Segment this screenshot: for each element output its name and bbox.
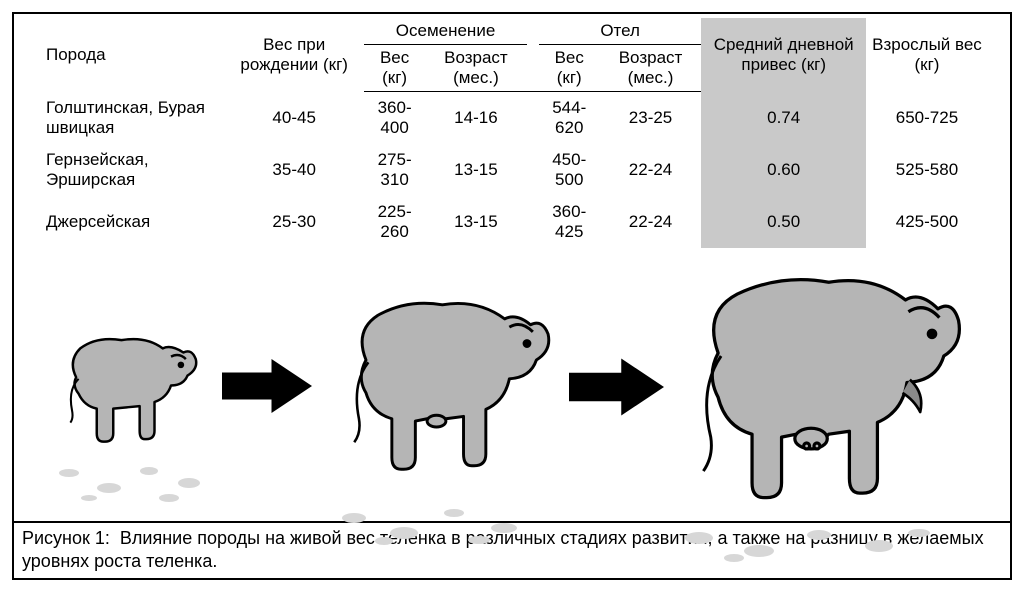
- cell-adult-weight: 525-580: [866, 144, 988, 196]
- cell-calving-weight: 544-620: [539, 92, 600, 145]
- col-insem-age: Возраст (мес.): [425, 45, 527, 92]
- cell-birth-weight: 25-30: [224, 196, 364, 248]
- cell-insem-age: 13-15: [425, 144, 527, 196]
- col-group-insemination: Осеменение: [364, 18, 527, 45]
- table-row: Гернзейская, Эрширская 35-40 275-310 13-…: [36, 144, 988, 196]
- cell-insem-age: 14-16: [425, 92, 527, 145]
- data-table-container: Порода Вес при рождении (кг) Осеменение …: [14, 14, 1010, 248]
- col-adult-weight: Взрослый вес (кг): [866, 18, 988, 92]
- cell-insem-weight: 225-260: [364, 196, 425, 248]
- calf-icon: [34, 303, 209, 468]
- col-avg-daily-gain: Средний дневной привес (кг): [701, 18, 865, 92]
- cell-insem-age: 13-15: [425, 196, 527, 248]
- table-header-row-1: Порода Вес при рождении (кг) Осеменение …: [36, 18, 988, 45]
- cell-calving-weight: 360-425: [539, 196, 600, 248]
- cell-breed: Джерсейская: [36, 196, 224, 248]
- col-calving-weight: Вес (кг): [539, 45, 600, 92]
- cell-insem-weight: 360-400: [364, 92, 425, 145]
- cell-breed: Голштинская, Бурая швицкая: [36, 92, 224, 145]
- col-birth-weight: Вес при рождении (кг): [224, 18, 364, 92]
- arrow-icon: [222, 358, 312, 414]
- cell-avg-daily-gain: 0.74: [701, 92, 865, 145]
- cell-adult-weight: 650-725: [866, 92, 988, 145]
- col-insem-weight: Вес (кг): [364, 45, 425, 92]
- growth-diagram: [14, 248, 1010, 521]
- cell-birth-weight: 35-40: [224, 144, 364, 196]
- cow-icon: [654, 238, 974, 533]
- ground-scatter-icon: [324, 493, 544, 553]
- col-calving-age: Возраст (мес.): [600, 45, 702, 92]
- cell-birth-weight: 40-45: [224, 92, 364, 145]
- cell-calving-age: 23-25: [600, 92, 702, 145]
- cell-calving-age: 22-24: [600, 144, 702, 196]
- caption-label: Рисунок 1:: [22, 528, 110, 548]
- table-row: Голштинская, Бурая швицкая 40-45 360-400…: [36, 92, 988, 145]
- arrow-icon: [569, 358, 664, 416]
- cell-breed: Гернзейская, Эрширская: [36, 144, 224, 196]
- figure-frame: Порода Вес при рождении (кг) Осеменение …: [12, 12, 1012, 580]
- breed-growth-table: Порода Вес при рождении (кг) Осеменение …: [36, 18, 988, 248]
- heifer-icon: [314, 266, 559, 501]
- cell-insem-weight: 275-310: [364, 144, 425, 196]
- cell-avg-daily-gain: 0.60: [701, 144, 865, 196]
- col-breed: Порода: [36, 18, 224, 92]
- col-group-calving: Отел: [539, 18, 702, 45]
- cell-calving-weight: 450-500: [539, 144, 600, 196]
